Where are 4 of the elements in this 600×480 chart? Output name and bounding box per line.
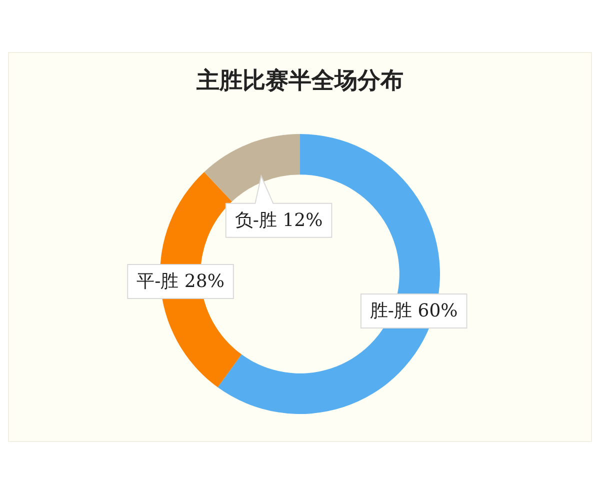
- slice-label: 平-胜 28%: [136, 271, 224, 292]
- slice-label: 胜-胜 60%: [370, 300, 458, 322]
- slice-label: 负-胜 12%: [234, 210, 323, 232]
- chart-title: 主胜比赛半全场分布: [196, 66, 404, 96]
